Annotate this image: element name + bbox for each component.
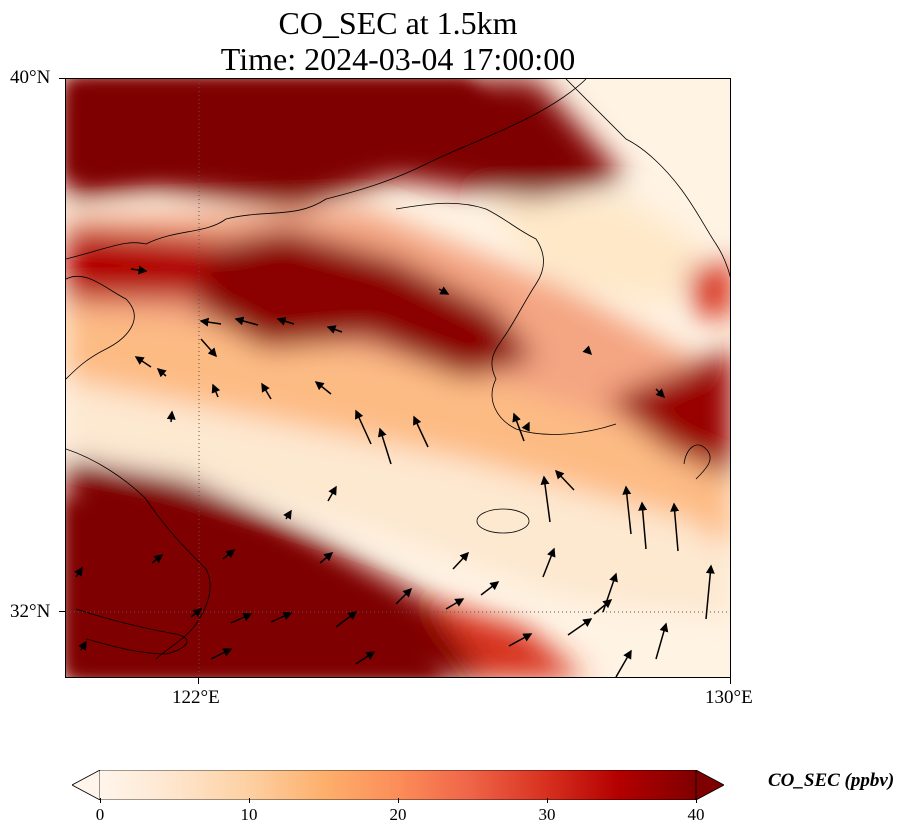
colorbar-tick: [547, 798, 548, 803]
plume-west-edge: [66, 229, 216, 299]
wind-arrow: [582, 345, 593, 356]
plume-central: [186, 229, 536, 379]
wind-arrow: [540, 475, 551, 523]
map-canvas: [66, 79, 730, 677]
wind-arrow: [130, 265, 148, 275]
wind-arrow: [615, 649, 632, 677]
wind-arrow: [438, 286, 450, 295]
wind-arrow: [199, 317, 222, 327]
colorbar-tick-label: 10: [240, 805, 258, 824]
wind-arrow: [78, 640, 87, 651]
wind-arrow: [210, 648, 233, 660]
colorbar-extend-max: [695, 769, 725, 801]
wind-arrow: [670, 502, 680, 552]
colorbar-tick-label: 20: [389, 805, 407, 824]
wind-arrow: [508, 633, 533, 647]
wind-arrow: [554, 469, 575, 491]
wind-arrow: [542, 547, 556, 578]
wind-arrow: [512, 412, 525, 442]
wind-arrow: [355, 651, 376, 665]
wind-arrow: [222, 549, 236, 560]
wind-arrow: [705, 564, 715, 620]
wind-arrow: [655, 388, 666, 399]
wind-arrow: [593, 599, 613, 615]
wind-arrow: [521, 421, 530, 432]
plume-korea-east: [606, 349, 730, 479]
wind-arrow: [355, 409, 372, 445]
pale-band-south: [66, 379, 730, 619]
wind-arrow: [74, 566, 83, 578]
lat-tick-40n: [59, 78, 65, 79]
coastline-china-east: [66, 448, 211, 660]
wind-arrow: [395, 587, 413, 605]
field-highlights: [66, 79, 546, 677]
wind-arrow: [270, 611, 293, 623]
wind-arrow: [276, 316, 295, 326]
pale-area-north: [486, 199, 706, 309]
wind-arrow: [452, 551, 470, 570]
wind-arrow: [261, 382, 272, 400]
wind-arrow: [567, 618, 593, 636]
lon-tick-label-122e: 122°E: [172, 687, 220, 708]
wind-arrow: [638, 501, 648, 550]
wind-arrow: [190, 608, 203, 618]
wind-arrow: [151, 554, 164, 564]
gridlines: [66, 79, 730, 677]
lon-tick-130e: [730, 678, 731, 684]
wind-arrow: [480, 581, 500, 596]
wind-arrow: [655, 622, 669, 660]
coastline-peninsula-west: [395, 202, 617, 435]
wind-arrow: [134, 356, 152, 368]
wind-arrow: [211, 383, 221, 398]
coastline-shandong: [66, 275, 135, 380]
wind-arrow: [622, 485, 632, 535]
map-title-line1: CO_SEC at 1.5km: [278, 5, 518, 41]
colorbar-extend-min: [71, 769, 101, 801]
colorbar: [71, 769, 725, 801]
wind-arrow: [602, 572, 618, 613]
colorbar-label: CO_SEC (ppbv): [768, 770, 895, 791]
colorbar-tick: [696, 798, 697, 803]
wind-arrow: [166, 410, 176, 423]
wind-arrow: [335, 611, 358, 628]
wind-arrow: [200, 338, 217, 358]
coastline-north: [66, 79, 587, 260]
wind-arrow: [156, 368, 167, 378]
colorbar-tick-label: 30: [538, 805, 556, 824]
tsushima: [683, 444, 711, 480]
wind-arrow: [283, 509, 292, 520]
wind-vectors: [74, 265, 715, 677]
plume-south-edge: [426, 599, 584, 677]
wind-arrow: [413, 415, 429, 448]
colorbar-tick: [398, 798, 399, 803]
map-title-line2: Time: 2024-03-04 17:00:00: [220, 41, 576, 77]
coastline-peninsula-east: [565, 79, 730, 278]
coastlines: [66, 79, 730, 660]
wind-arrow: [445, 598, 465, 610]
colorbar-tick: [249, 798, 250, 803]
yangtze-estuary: [75, 608, 188, 655]
wind-arrow: [314, 381, 332, 395]
jeju-island: [476, 508, 530, 534]
lat-tick-label-32n: 32°N: [10, 601, 51, 622]
wind-arrow: [234, 316, 259, 326]
colorbar-graphic: [71, 769, 725, 801]
lon-tick-label-130e: 130°E: [705, 687, 753, 708]
map-panel: [65, 78, 731, 678]
plume-korea-northeast: [686, 259, 730, 319]
colorbar-gradient: [100, 770, 696, 800]
colorbar-tick: [100, 798, 101, 803]
colorbar-tick-label: 0: [95, 805, 105, 824]
wind-arrow: [377, 427, 392, 465]
wind-arrow: [327, 485, 337, 502]
lon-tick-122e: [198, 678, 199, 684]
wind-arrow: [230, 612, 253, 624]
wind-arrow: [326, 325, 343, 334]
lat-tick-32n: [59, 611, 65, 612]
colorbar-tick-label: 40: [687, 805, 705, 824]
lat-tick-label-40n: 40°N: [10, 67, 51, 88]
wind-arrow: [319, 552, 334, 564]
